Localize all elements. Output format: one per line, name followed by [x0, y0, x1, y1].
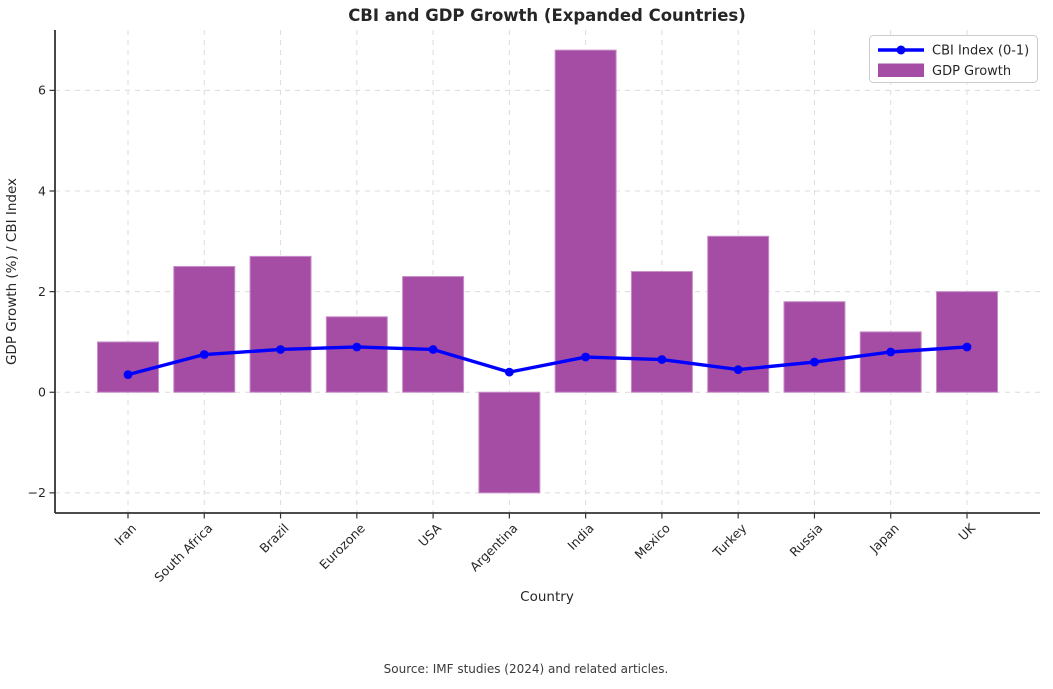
x-tick-label-eurozone: Eurozone — [316, 520, 368, 572]
y-axis-label: GDP Growth (%) / CBI Index — [4, 178, 20, 365]
bar-argentina — [478, 391, 541, 494]
marker-usa — [428, 345, 438, 354]
marker-iran — [123, 370, 133, 380]
legend-entry-cbi: CBI Index (0-1) — [932, 44, 1029, 59]
x-axis-label: Country — [520, 589, 574, 605]
chart-title: CBI and GDP Growth (Expanded Countries) — [348, 6, 746, 25]
bar-mexico — [630, 271, 693, 393]
y-tick-label: 0 — [38, 385, 46, 400]
marker-uk — [962, 342, 972, 352]
bar-russia — [783, 301, 846, 393]
marker-india — [581, 352, 591, 362]
marker-japan — [886, 347, 896, 357]
x-tick-label-japan: Japan — [866, 521, 902, 557]
bars-layer — [97, 49, 998, 494]
legend: CBI Index (0-1) GDP Growth — [869, 35, 1038, 83]
bar-eurozone — [325, 316, 388, 393]
marker-brazil — [276, 345, 285, 354]
marker-mexico — [657, 355, 667, 364]
x-tick-label-iran: Iran — [111, 521, 139, 549]
y-tick-label: 6 — [38, 83, 46, 98]
y-tick-label: −2 — [28, 485, 46, 500]
legend-entry-gdp: GDP Growth — [932, 64, 1011, 79]
cbi-line — [127, 345, 968, 377]
x-tick-label-turkey: Turkey — [709, 520, 750, 561]
marker-turkey — [733, 365, 743, 375]
marker-eurozone — [352, 342, 362, 352]
source-note: Source: IMF studies (2024) and related a… — [384, 662, 669, 676]
y-tick-label: 4 — [38, 183, 46, 198]
x-tick-label-argentina: Argentina — [467, 521, 521, 575]
x-tick-label-russia: Russia — [787, 521, 826, 560]
bar-japan — [859, 331, 922, 393]
bar-india — [554, 49, 617, 393]
x-tick-label-india: India — [564, 521, 596, 553]
x-tick-label-mexico: Mexico — [632, 521, 673, 562]
legend-bar-swatch — [878, 63, 924, 77]
x-tick-label-uk: UK — [955, 520, 978, 543]
bar-iran — [97, 341, 159, 393]
bar-uk — [936, 291, 998, 393]
marker-russia — [810, 357, 819, 367]
bar-brazil — [249, 255, 312, 393]
legend-line-marker-icon — [896, 45, 906, 55]
x-tick-label-south-africa: South Africa — [151, 521, 215, 585]
x-tick-label-usa: USA — [415, 520, 444, 549]
bar-south-africa — [173, 265, 236, 393]
marker-south-africa — [199, 350, 209, 359]
line-layer — [123, 342, 972, 380]
x-tick-label-brazil: Brazil — [256, 521, 291, 556]
bar-usa — [402, 276, 465, 393]
y-tick-label: 2 — [38, 284, 46, 299]
marker-argentina — [504, 367, 514, 377]
